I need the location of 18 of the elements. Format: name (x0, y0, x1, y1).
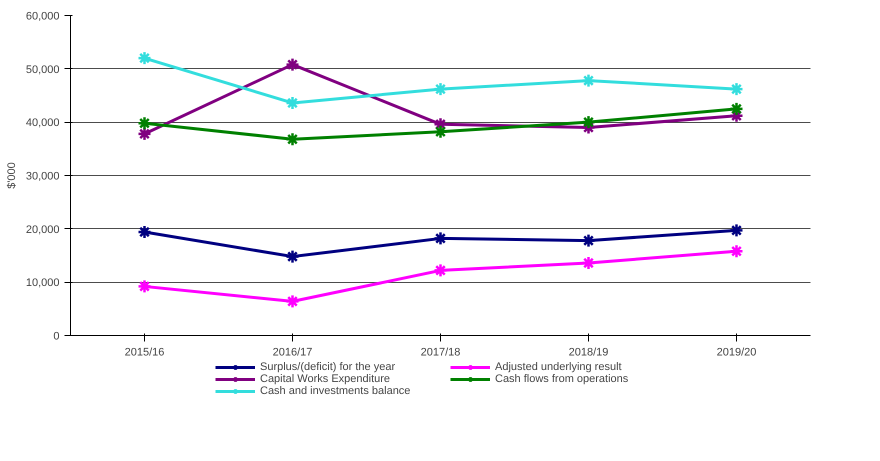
y-tick-label: 10,000 (26, 277, 60, 290)
x-tick-label: 2017/18 (420, 346, 460, 358)
legend-label: Cash flows from operations (495, 373, 630, 385)
y-tick-label: 30,000 (26, 170, 60, 182)
y-tick-label: 40,000 (26, 117, 60, 130)
y-tick-label: 50,000 (26, 64, 60, 76)
x-tick-label: 2016/17 (272, 346, 312, 358)
x-tick-label: 2018/19 (568, 346, 608, 358)
x-tick-label: 2015/16 (124, 346, 164, 358)
legend-label: Adjusted underlying result (495, 361, 623, 373)
legend-label: Cash and investments balance (260, 385, 412, 397)
legend-label: Surplus/(deficit) for the year (260, 361, 396, 373)
y-tick-label: 60,000 (26, 10, 60, 22)
x-tick-label: 2019/20 (716, 346, 756, 358)
legend-label: Capital Works Expenditure (260, 373, 392, 385)
y-axis-title: $'000 (6, 162, 18, 189)
y-tick-label: 0 (53, 330, 60, 342)
y-tick-label: 20,000 (26, 224, 60, 236)
